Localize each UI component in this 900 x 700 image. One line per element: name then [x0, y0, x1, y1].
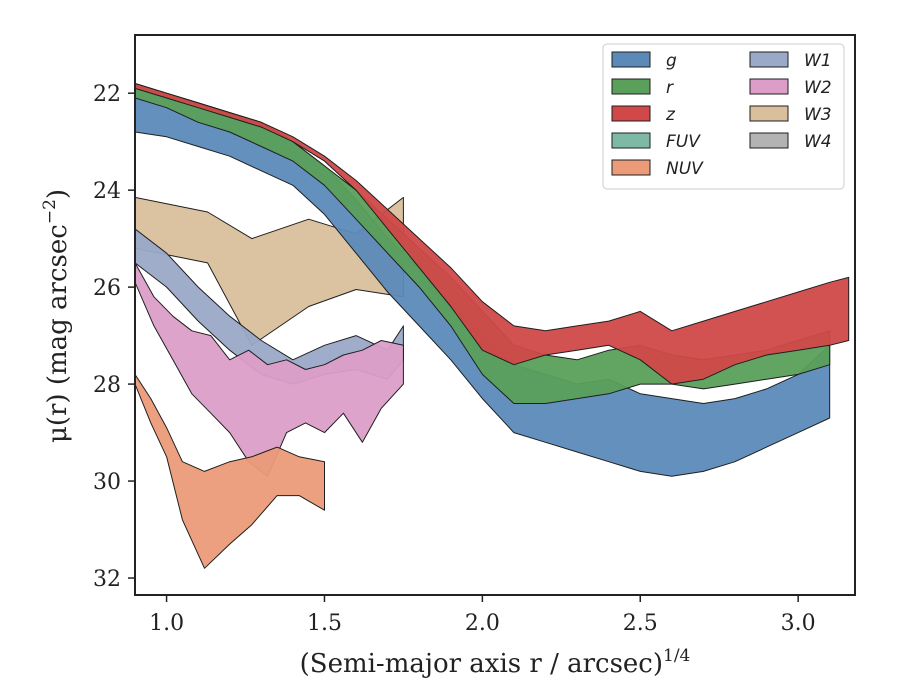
legend-item-w3: W3: [749, 105, 832, 125]
legend-item-w1: W1: [749, 51, 832, 71]
legend-label: r: [666, 78, 674, 98]
series-layer: [135, 83, 850, 569]
legend-swatch: [611, 105, 651, 122]
legend-label: g: [666, 51, 677, 71]
legend-label: W2: [804, 78, 832, 98]
legend-item-r: r: [611, 78, 674, 98]
y-tick-label: 28: [93, 373, 121, 398]
x-tick-label: 2.5: [623, 611, 658, 636]
y-axis-title: μ(r) (mag arcsec−2): [40, 189, 73, 443]
legend-swatch: [749, 51, 789, 68]
y-tick-label: 24: [93, 179, 121, 204]
plot-frame: [134, 34, 856, 596]
band-z: [135, 83, 850, 385]
x-tick-label: 1.0: [149, 611, 184, 636]
x-tick-label: 3.0: [781, 611, 816, 636]
legend-label: W1: [804, 51, 832, 71]
legend-label: NUV: [666, 159, 704, 179]
x-tick-label: 2.0: [465, 611, 500, 636]
legend-item-z: z: [611, 105, 676, 125]
legend-swatch: [611, 78, 651, 95]
legend-item-w2: W2: [749, 78, 832, 98]
legend-item-w4: W4: [749, 132, 832, 152]
legend-label: FUV: [666, 132, 701, 152]
legend-swatch: [749, 132, 789, 149]
legend: grz FUV NUV W1 W2 W3 W4: [602, 43, 845, 190]
y-tick-label: 22: [93, 82, 121, 107]
legend-swatch: [749, 105, 789, 122]
x-axis: 1.0 1.5 2.0 2.5 3.0: [149, 595, 816, 636]
legend-swatch: [749, 78, 789, 95]
legend-label: W3: [804, 105, 832, 125]
legend-swatch: [611, 159, 651, 176]
legend-item-nuv: NUV: [611, 159, 704, 179]
y-tick-label: 30: [93, 470, 121, 495]
legend-swatch: [611, 51, 651, 68]
legend-label: z: [665, 105, 676, 125]
y-axis: 22 24 26 28 30 32: [93, 82, 135, 592]
x-axis-title: (Semi-major axis r / arcsec)1/4: [300, 646, 691, 679]
y-tick-label: 26: [93, 276, 121, 301]
legend-item-fuv: FUV: [611, 132, 701, 152]
band-w2: [135, 262, 404, 477]
y-tick-label: 32: [93, 567, 121, 592]
legend-swatch: [611, 132, 651, 149]
x-tick-label: 1.5: [307, 611, 342, 636]
legend-label: W4: [804, 132, 832, 152]
legend-item-g: g: [611, 51, 677, 71]
band-nuv: [135, 373, 325, 569]
